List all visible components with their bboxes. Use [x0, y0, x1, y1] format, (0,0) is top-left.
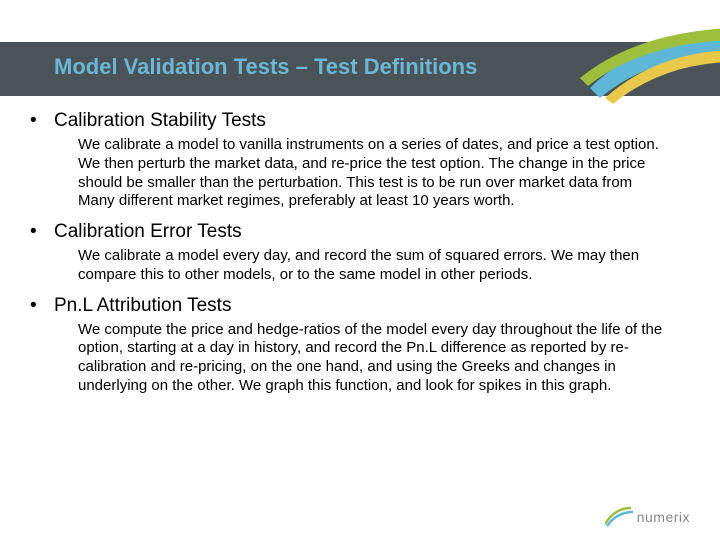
- section-heading: Calibration Error Tests: [54, 221, 242, 243]
- bullet-item-1: • Calibration Stability Tests: [30, 110, 690, 132]
- bullet-marker: •: [30, 110, 54, 132]
- bullet-item-3: • Pn.L Attribution Tests: [30, 295, 690, 317]
- header-swoosh-decoration: [580, 28, 720, 108]
- section-body: We calibrate a model every day, and reco…: [78, 247, 680, 285]
- slide-title: Model Validation Tests – Test Definition…: [54, 54, 477, 80]
- bullet-marker: •: [30, 221, 54, 243]
- bullet-item-2: • Calibration Error Tests: [30, 221, 690, 243]
- logo-mark-icon: [605, 506, 633, 528]
- slide-content: • Calibration Stability Tests We calibra…: [30, 110, 690, 406]
- section-body: We calibrate a model to vanilla instrume…: [78, 136, 680, 211]
- section-heading: Calibration Stability Tests: [54, 110, 266, 132]
- logo-text: numerix: [637, 509, 690, 525]
- bullet-marker: •: [30, 295, 54, 317]
- numerix-logo: numerix: [605, 506, 690, 528]
- section-body: We compute the price and hedge-ratios of…: [78, 321, 680, 396]
- section-heading: Pn.L Attribution Tests: [54, 295, 231, 317]
